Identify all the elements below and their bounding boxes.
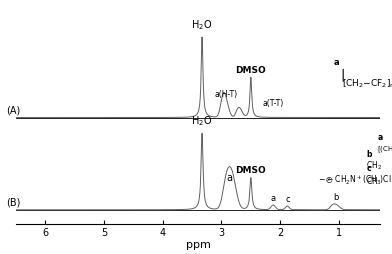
Text: $\mathbf{c}$: $\mathbf{c}$ bbox=[365, 165, 372, 173]
Text: $-\bigcirc\!\!\!\!\!\!\!-\mathrm{CH_2N^+(CH_3)Cl^-}$: $-\bigcirc\!\!\!\!\!\!\!-\mathrm{CH_2N^+… bbox=[318, 174, 392, 187]
Text: DMSO: DMSO bbox=[236, 66, 266, 75]
Text: DMSO: DMSO bbox=[236, 166, 266, 175]
Text: a: a bbox=[270, 194, 276, 203]
Text: $\mathbf{a}$           $\mathbf{a}$: $\mathbf{a}$ $\mathbf{a}$ bbox=[377, 133, 392, 142]
Text: $\mathrm{CH_2}$: $\mathrm{CH_2}$ bbox=[365, 159, 381, 172]
Text: $\left[(\mathrm{CH_2{-}CF_2})_{m\text{-}n}(\mathrm{CH_2{-}CF})_n\right]$: $\left[(\mathrm{CH_2{-}CF_2})_{m\text{-}… bbox=[377, 145, 392, 155]
Text: H$_2$O: H$_2$O bbox=[191, 18, 213, 32]
Text: b: b bbox=[334, 194, 339, 202]
Text: a(T-T): a(T-T) bbox=[263, 99, 284, 108]
Text: a: a bbox=[333, 57, 339, 67]
Text: a: a bbox=[226, 173, 232, 183]
Text: (B): (B) bbox=[6, 197, 20, 208]
X-axis label: ppm: ppm bbox=[185, 240, 211, 250]
Text: $\mathrm{CH}$: $\mathrm{CH}$ bbox=[365, 175, 378, 186]
Text: $\left[\mathrm{CH_2{-}CF_2}\right]_{\mathrm{m}}$: $\left[\mathrm{CH_2{-}CF_2}\right]_{\mat… bbox=[342, 78, 392, 90]
Text: (A): (A) bbox=[6, 105, 20, 115]
Text: $\mathbf{b}$: $\mathbf{b}$ bbox=[365, 148, 373, 159]
Text: H$_2$O: H$_2$O bbox=[191, 115, 213, 128]
Text: a(H-T): a(H-T) bbox=[214, 90, 237, 99]
Text: c: c bbox=[285, 195, 290, 204]
Text: $_x$: $_x$ bbox=[326, 177, 331, 184]
